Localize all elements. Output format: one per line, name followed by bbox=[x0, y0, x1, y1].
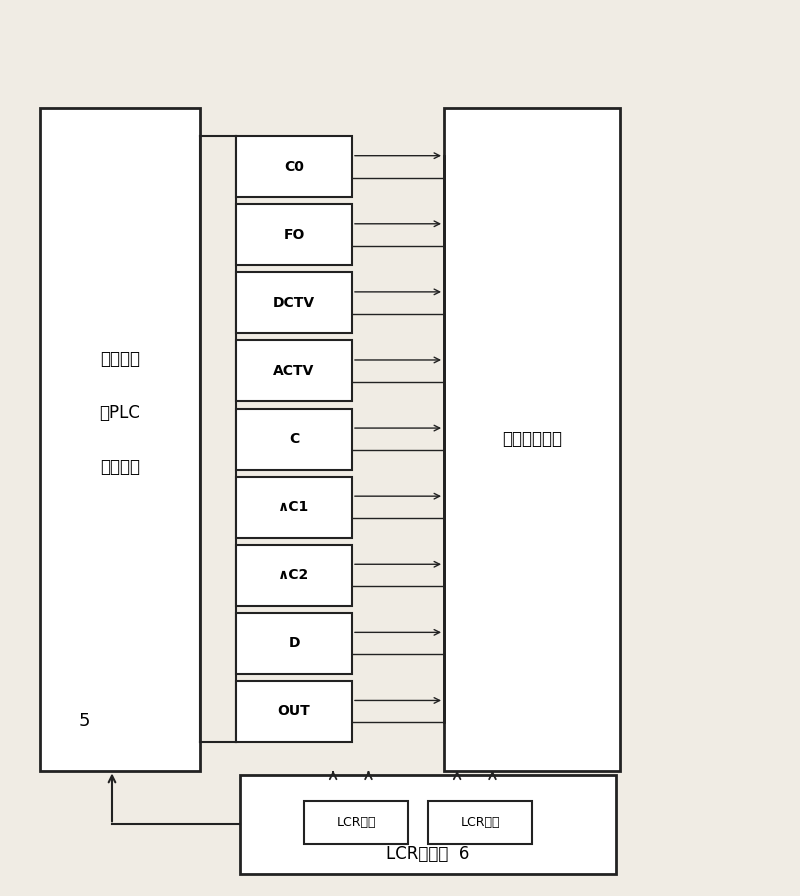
Bar bbox=[236, 681, 352, 742]
Bar bbox=[236, 204, 352, 265]
Bar bbox=[236, 477, 352, 538]
Text: 控制器）: 控制器） bbox=[100, 458, 140, 476]
Text: 控制单元: 控制单元 bbox=[100, 350, 140, 368]
Bar bbox=[444, 108, 620, 771]
Text: DCTV: DCTV bbox=[273, 296, 315, 310]
Bar bbox=[236, 613, 352, 674]
Bar bbox=[304, 801, 408, 844]
Bar bbox=[236, 340, 352, 401]
Bar bbox=[236, 272, 352, 333]
Bar bbox=[240, 775, 616, 874]
Text: OUT: OUT bbox=[278, 704, 310, 719]
Bar bbox=[236, 136, 352, 197]
Text: 5: 5 bbox=[78, 712, 90, 730]
Text: LCR测量仪  6: LCR测量仪 6 bbox=[386, 845, 470, 863]
Text: C: C bbox=[289, 432, 299, 446]
Bar bbox=[236, 409, 352, 470]
Text: 数据采集模块: 数据采集模块 bbox=[502, 430, 562, 448]
Text: ACTV: ACTV bbox=[274, 364, 314, 378]
Text: D: D bbox=[288, 636, 300, 650]
Text: LCR副参: LCR副参 bbox=[460, 816, 500, 829]
Text: ∧C1: ∧C1 bbox=[278, 500, 310, 514]
Text: ∧C2: ∧C2 bbox=[278, 568, 310, 582]
Text: C0: C0 bbox=[284, 159, 304, 174]
Bar bbox=[40, 108, 200, 771]
Text: （PLC: （PLC bbox=[99, 404, 141, 422]
Bar bbox=[428, 801, 532, 844]
Text: LCR主参: LCR主参 bbox=[336, 816, 376, 829]
Bar bbox=[236, 545, 352, 606]
Text: FO: FO bbox=[283, 228, 305, 242]
